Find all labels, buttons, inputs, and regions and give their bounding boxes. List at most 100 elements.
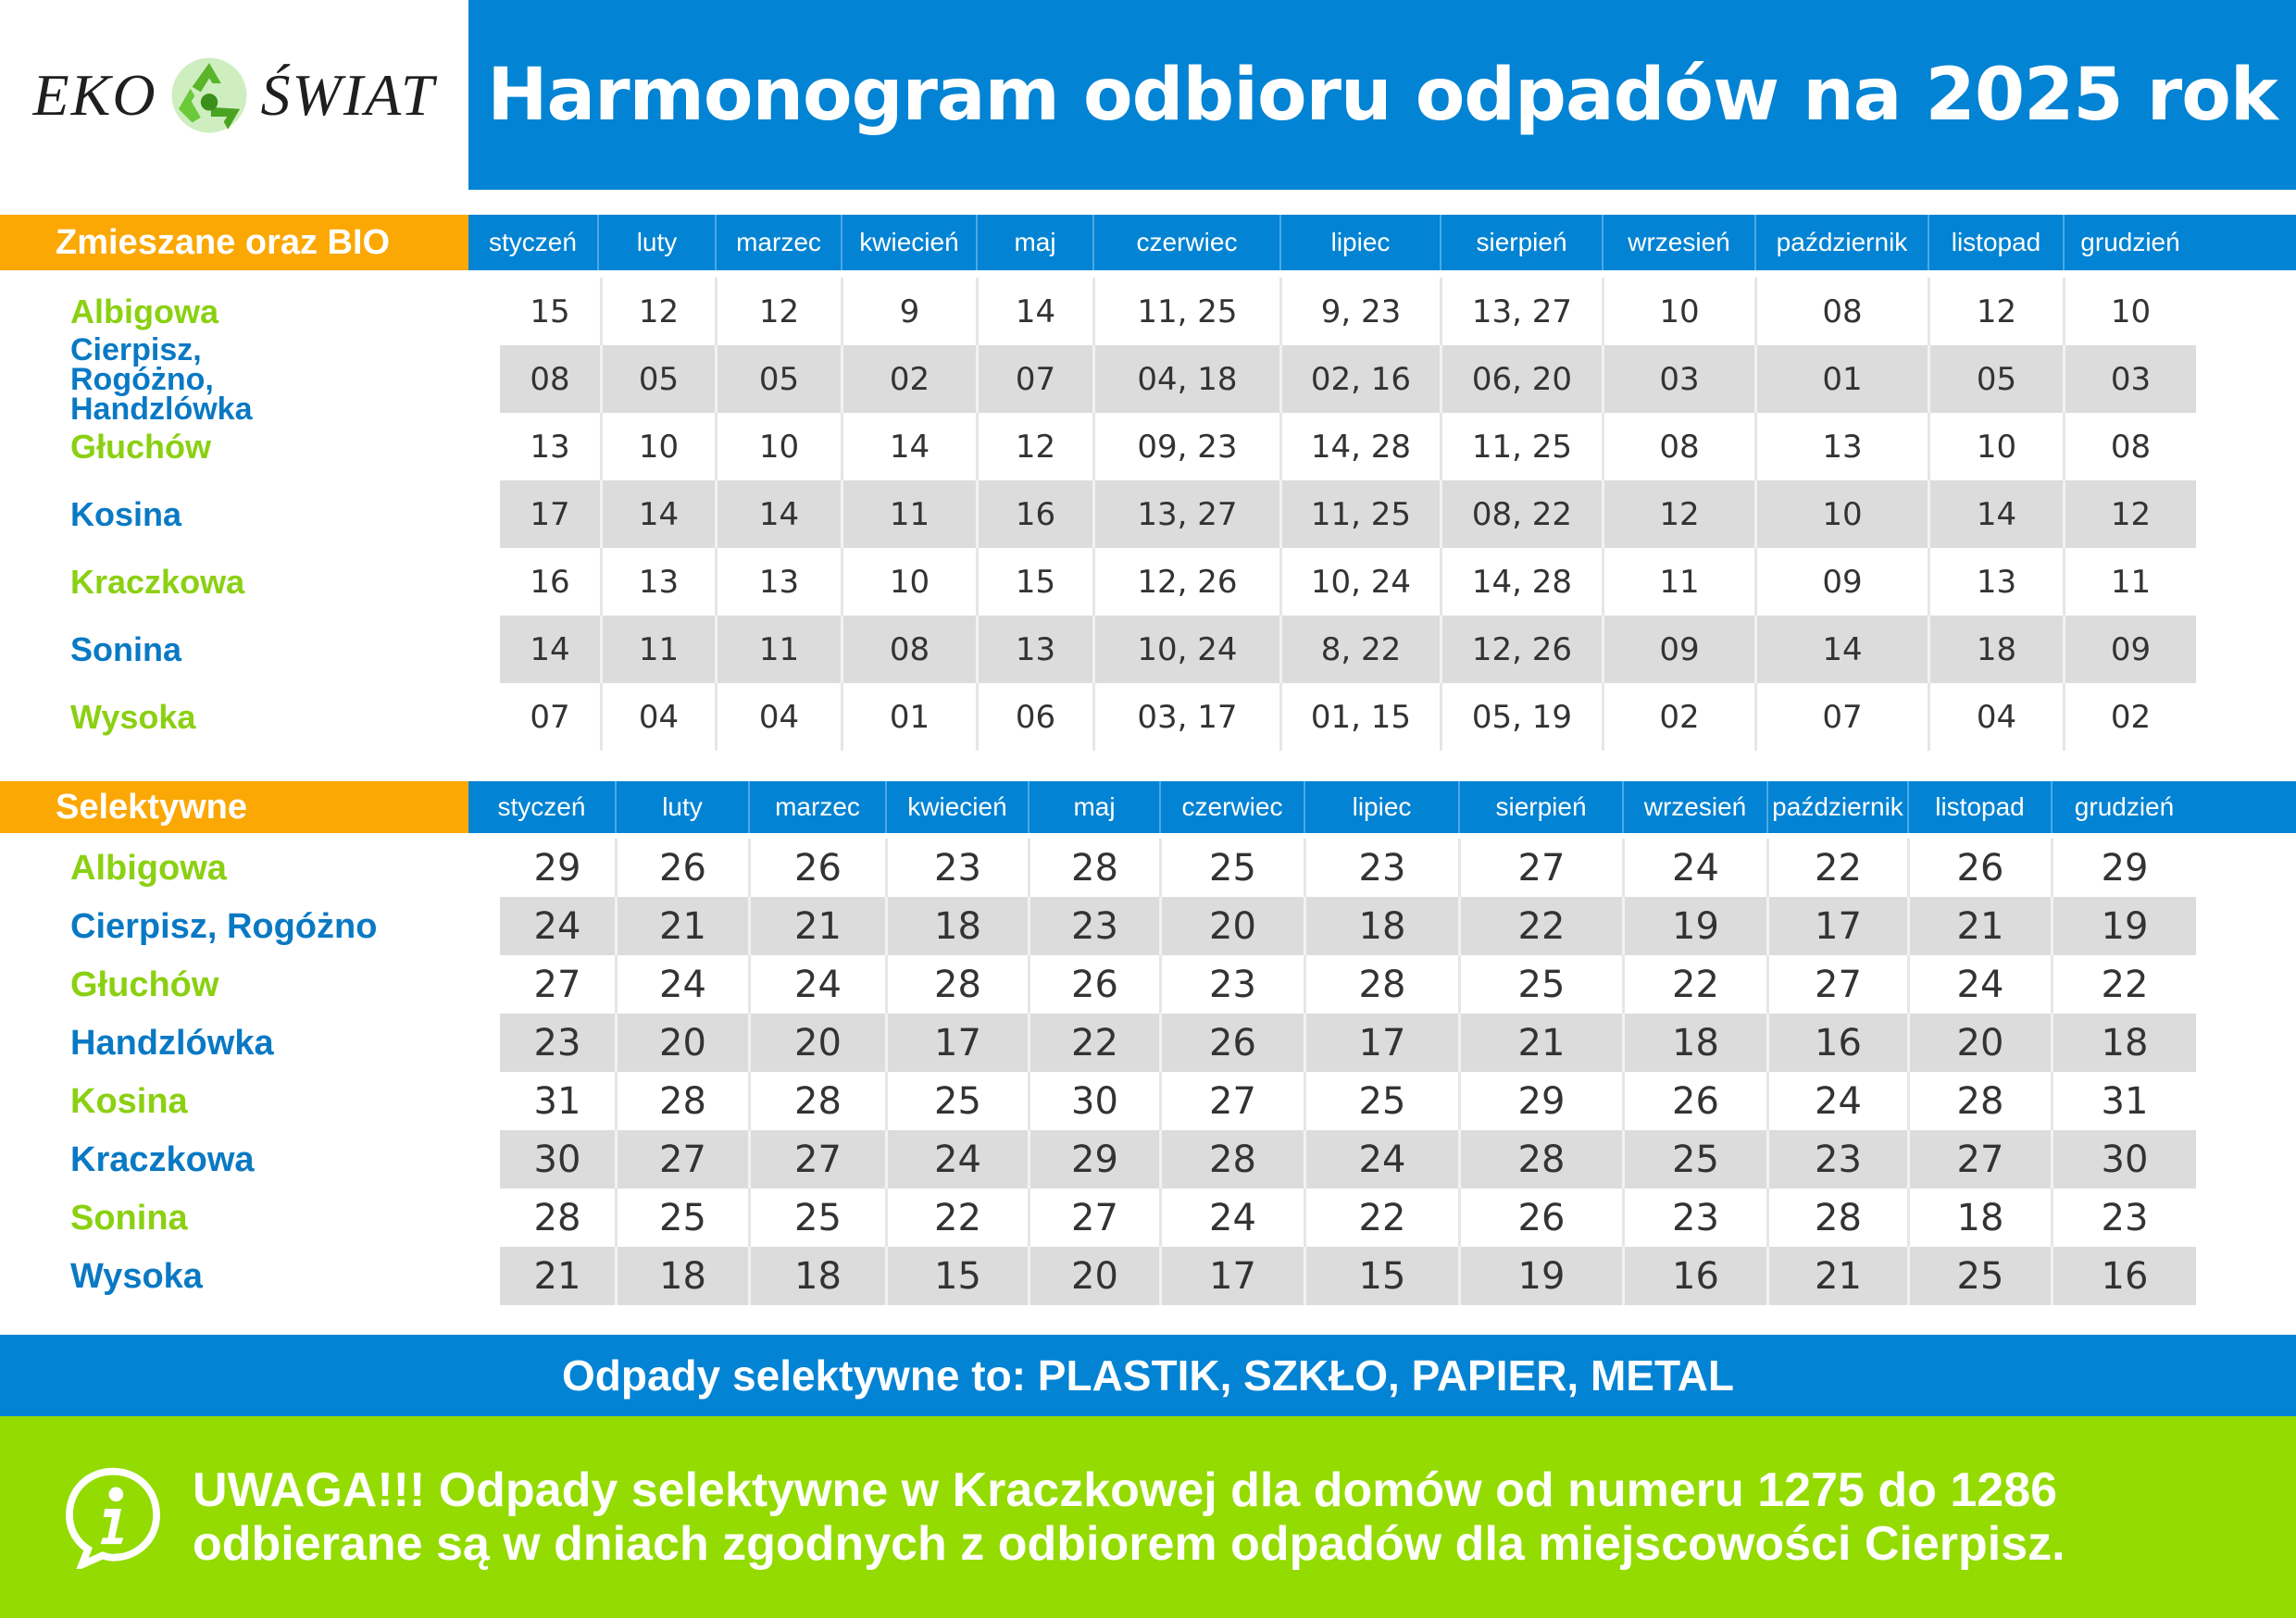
- date-cell: 27: [1458, 839, 1622, 897]
- month-header: luty: [615, 781, 748, 833]
- date-cell: 25: [748, 1189, 885, 1247]
- notice-line-2: odbierane są w dniach zgodnych z odbiore…: [193, 1517, 2065, 1571]
- date-cell: 10: [1602, 278, 1754, 345]
- date-cell: 08: [530, 360, 570, 398]
- date-cell: 04: [600, 683, 715, 751]
- date-cell: 22: [2051, 955, 2196, 1014]
- logo-text-left: EKO: [32, 61, 157, 128]
- date-cell: 01: [841, 683, 976, 751]
- date-cell: 19: [2051, 897, 2196, 955]
- date-cell: 17: [530, 495, 570, 533]
- table-row: Cierpisz, Rogóżno 24 21 21 18 23 20 18 22 19 17 21 1…: [0, 897, 2296, 955]
- date-cell: 24: [885, 1130, 1028, 1189]
- month-header: czerwiec: [1159, 781, 1304, 833]
- date-cell: 29: [533, 846, 581, 890]
- section-header: Selektywne styczeń luty marzec kwiecień maj cz…: [0, 781, 2296, 833]
- recycle-icon: [171, 57, 247, 132]
- date-cell: 20: [1907, 1014, 2051, 1072]
- date-cell: 24: [1304, 1130, 1458, 1189]
- date-cell: 21: [1907, 897, 2051, 955]
- month-header: listopad: [1907, 781, 2051, 833]
- date-cell: 13, 27: [1092, 480, 1279, 548]
- date-cell: 24: [615, 955, 748, 1014]
- date-cell: 26: [748, 839, 885, 897]
- date-cell: 02: [1602, 683, 1754, 751]
- date-cell: 16: [976, 480, 1092, 548]
- date-cell: 02: [841, 345, 976, 413]
- date-cell: 13: [530, 428, 570, 466]
- date-cell: 25: [885, 1072, 1028, 1130]
- date-cell: 10: [715, 413, 841, 480]
- location-name: Sonina: [70, 629, 182, 668]
- date-cell: 20: [1159, 897, 1304, 955]
- date-cell: 23: [1304, 839, 1458, 897]
- location-name: Kosina: [70, 1081, 188, 1121]
- date-cell: 03: [1602, 345, 1754, 413]
- month-header: październik: [1754, 215, 1928, 270]
- date-cell: 08: [1602, 413, 1754, 480]
- title-bar: Harmonogram odbioru odpadów na 2025 rok: [468, 0, 2296, 190]
- date-cell: 13: [1754, 413, 1928, 480]
- date-cell: 14: [715, 480, 841, 548]
- date-cell: 05: [1928, 345, 2063, 413]
- date-cells: 08 05 05 02 07 04, 18 02, 16 06, 20 03 01 05 03: [500, 345, 2196, 413]
- month-header: marzec: [715, 215, 841, 270]
- date-cell: 19: [1622, 897, 1766, 955]
- date-cell: 23: [1766, 1130, 1907, 1189]
- table-row: Kosina 31 28 28 25 30 27 25 29 26 24 28 31: [0, 1072, 2296, 1130]
- selective-info-text: Odpady selektywne to: PLASTIK, SZKŁO, PA…: [562, 1351, 1734, 1400]
- date-cell: 25: [1304, 1072, 1458, 1130]
- date-cell: 12: [2063, 480, 2196, 548]
- date-cells: 27 24 24 28 26 23 28 25 22 27 24 22: [500, 955, 2196, 1014]
- date-cell: 27: [748, 1130, 885, 1189]
- month-header: sierpień: [1458, 781, 1622, 833]
- date-cell: 02, 16: [1279, 345, 1440, 413]
- date-cell: 30: [533, 1138, 581, 1181]
- table-row: Głuchów 13 10 10 14 12 09, 23 14, 28 11, 25 08 13 1…: [0, 413, 2296, 480]
- date-cell: 24: [748, 955, 885, 1014]
- month-header: czerwiec: [1092, 215, 1279, 270]
- date-cell: 16: [530, 563, 570, 601]
- date-cell: 03, 17: [1092, 683, 1279, 751]
- date-cell: 10: [841, 548, 976, 616]
- date-cell: 09: [1754, 548, 1928, 616]
- month-header: styczeń: [489, 228, 577, 256]
- date-cell: 18: [615, 1247, 748, 1305]
- month-header: luty: [597, 215, 715, 270]
- table-row: Handzlówka 23 20 20 17 22 26 17 21 18 16 20 18: [0, 1014, 2296, 1072]
- date-cell: 16: [1766, 1014, 1907, 1072]
- month-header: wrzesień: [1622, 781, 1766, 833]
- date-cell: 28: [615, 1072, 748, 1130]
- month-header: kwiecień: [841, 215, 976, 270]
- date-cell: 14: [1754, 616, 1928, 683]
- location-name: Kraczkowa: [70, 562, 245, 601]
- info-icon: [66, 1467, 160, 1569]
- location-name: Cierpisz, Rogóżno: [70, 906, 378, 946]
- date-cells: 31 28 28 25 30 27 25 29 26 24 28 31: [500, 1072, 2196, 1130]
- table-row: Kraczkowa 16 13 13 10 15 12, 26 10, 24 14, 28 11 0…: [0, 548, 2296, 616]
- logo-text-right: ŚWIAT: [260, 61, 436, 128]
- date-cells: 30 27 27 24 29 28 24 28 25 23 27 30: [500, 1130, 2196, 1189]
- month-header: sierpień: [1440, 215, 1602, 270]
- date-cell: 22: [885, 1189, 1028, 1247]
- table-row: Albigowa 29 26 26 23 28 25 23 27 24 22 26 29: [0, 839, 2296, 897]
- date-cell: 31: [2051, 1072, 2196, 1130]
- date-cell: 29: [1458, 1072, 1622, 1130]
- date-cell: 14: [976, 278, 1092, 345]
- date-cell: 14: [1928, 480, 2063, 548]
- date-cell: 01: [1754, 345, 1928, 413]
- date-cell: 20: [748, 1014, 885, 1072]
- date-cell: 01, 15: [1279, 683, 1440, 751]
- date-cell: 13: [715, 548, 841, 616]
- notice-line-1: UWAGA!!! Odpady selektywne w Kraczkowej …: [193, 1463, 2058, 1517]
- date-cell: 12, 26: [1440, 616, 1602, 683]
- date-cell: 21: [533, 1254, 581, 1298]
- table-row: Wysoka 07 04 04 01 06 03, 17 01, 15 05, 19 02 07 04…: [0, 683, 2296, 751]
- date-cell: 21: [1458, 1014, 1622, 1072]
- date-cell: 17: [1159, 1247, 1304, 1305]
- month-header-bar: styczeń luty marzec kwiecień maj czerwiec lipi…: [468, 781, 2296, 833]
- date-cell: 10: [2063, 278, 2196, 345]
- date-cell: 26: [1458, 1189, 1622, 1247]
- date-cell: 10, 24: [1092, 616, 1279, 683]
- date-cell: 07: [976, 345, 1092, 413]
